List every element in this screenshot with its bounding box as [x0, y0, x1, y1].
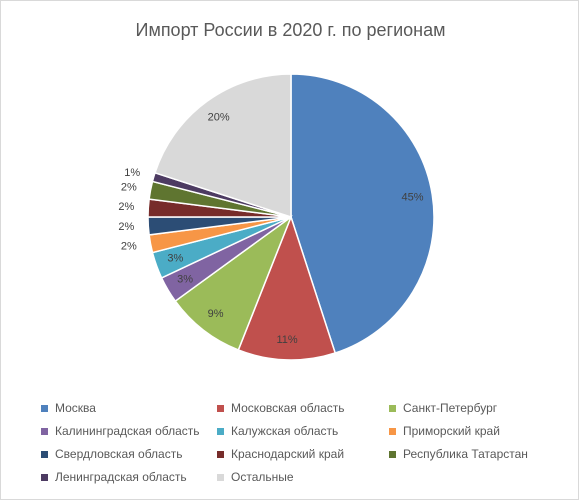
legend-entry: Республика Татарстан [389, 447, 561, 461]
slice-data-label: 3% [167, 253, 183, 265]
legend-entry: Свердловская область [41, 447, 217, 461]
legend-label: Москва [55, 401, 96, 415]
slice-data-label: 11% [276, 334, 297, 346]
legend-label: Приморский край [403, 424, 500, 438]
legend-label: Краснодарский край [231, 447, 345, 461]
slice-data-label: 2% [121, 182, 137, 194]
legend-swatch [217, 427, 224, 435]
legend-swatch [389, 450, 396, 458]
slice-data-label: 2% [121, 240, 137, 252]
legend-swatch [41, 473, 48, 481]
legend-entry: Ленинградская область [41, 470, 217, 484]
pie-slice [290, 73, 435, 354]
chart-title: Импорт России в 2020 г. по регионам [135, 20, 446, 40]
pie-slice [237, 214, 337, 361]
legend-swatch [41, 427, 48, 435]
legend-entry: Калининградская область [41, 424, 217, 438]
legend-swatch [41, 450, 48, 458]
legend-swatch [389, 427, 396, 435]
legend-entry: Санкт-Петербург [389, 401, 561, 415]
legend-swatch [217, 473, 224, 481]
legend-label: Остальные [231, 470, 294, 484]
legend-label: Ленинградская область [55, 470, 187, 484]
chart-legend: Москва Московская область Санкт-Петербург К… [41, 401, 561, 484]
legend-entry: Московская область [217, 401, 389, 415]
slice-data-label: 2% [118, 221, 134, 233]
legend-label: Калужская область [231, 424, 339, 438]
slice-data-label: 2% [118, 201, 134, 213]
legend-label: Калининградская область [55, 424, 200, 438]
legend-entry: Москва [41, 401, 217, 415]
legend-label: Московская область [231, 401, 345, 415]
legend-label: Республика Татарстан [403, 447, 528, 461]
legend-swatch [217, 450, 224, 458]
slice-data-label: 20% [208, 111, 230, 123]
legend-swatch [217, 404, 224, 412]
legend-label: Санкт-Петербург [403, 401, 498, 415]
slice-data-label: 45% [401, 192, 423, 204]
slice-data-label: 1% [124, 167, 140, 179]
legend-label: Свердловская область [55, 447, 183, 461]
slice-data-label: 3% [177, 274, 193, 286]
legend-entry: Приморский край [389, 424, 561, 438]
legend-entry: Остальные [217, 470, 389, 484]
legend-swatch [41, 404, 48, 412]
legend-entry: Калужская область [217, 424, 389, 438]
pie-slice [174, 214, 293, 351]
legend-swatch [389, 404, 396, 412]
legend-entry: Краснодарский край [217, 447, 389, 461]
pie-slice [154, 73, 292, 219]
slice-data-label: 9% [208, 308, 224, 320]
